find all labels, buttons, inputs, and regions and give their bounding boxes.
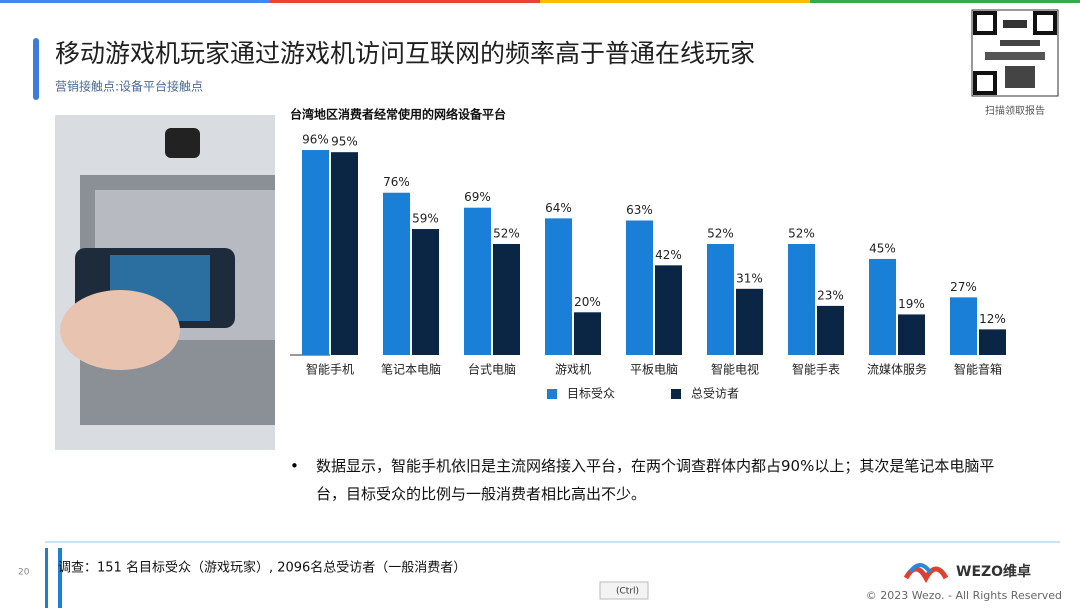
value-label: 52% <box>788 226 815 240</box>
bar <box>950 297 977 355</box>
value-label: 69% <box>464 190 491 204</box>
top-bar-red <box>270 0 540 3</box>
bar <box>464 207 491 355</box>
x-tick-label: 智能音箱 <box>954 362 1002 377</box>
bar <box>817 305 844 355</box>
value-label: 96% <box>302 133 329 147</box>
bar <box>707 243 734 355</box>
qr-caption: 扫描领取报告 <box>985 104 1045 117</box>
bar <box>412 229 439 355</box>
value-label: 42% <box>655 248 682 262</box>
value-label: 95% <box>331 135 358 149</box>
value-label: 20% <box>574 295 601 309</box>
value-label: 52% <box>493 226 520 240</box>
value-label: 76% <box>383 175 410 189</box>
bar <box>979 329 1006 355</box>
bar <box>736 288 763 355</box>
x-tick-label: 平板电脑 <box>630 363 678 377</box>
x-tick-label: 智能手机 <box>306 362 354 377</box>
paste-button[interactable] <box>599 581 649 600</box>
footnote: 调查：151 名目标受众（游戏玩家）, 2096名总受访者（一般消费者） <box>58 560 466 576</box>
paste-label[interactable]: (Ctrl) <box>616 587 639 597</box>
chart-title: 台湾地区消费者经常使用的网络设备平台 <box>290 107 506 122</box>
bar <box>626 220 653 355</box>
x-tick-label: 智能电视 <box>711 362 759 377</box>
value-label: 52% <box>707 226 734 240</box>
top-bar-yellow <box>540 0 810 3</box>
bar <box>655 265 682 355</box>
footer-bar <box>45 548 48 608</box>
value-label: 59% <box>412 212 439 226</box>
legend-label: 总受访者 <box>691 387 739 401</box>
legend-swatch <box>671 389 681 399</box>
value-label: 63% <box>626 203 653 217</box>
value-label: 19% <box>898 297 925 311</box>
value-label: 64% <box>545 201 572 215</box>
subtitle: 营销接触点:设备平台接触点 <box>55 79 203 94</box>
bar <box>574 312 601 355</box>
value-label: 23% <box>817 288 844 302</box>
logo-mark <box>903 563 949 584</box>
x-tick-label: 流媒体服务 <box>867 362 927 377</box>
x-tick-label: 智能手表 <box>792 362 840 377</box>
bar <box>493 243 520 355</box>
legend-label: 目标受众 <box>567 387 615 401</box>
title: 移动游戏机玩家通过游戏机访问互联网的频率高于普通在线玩家 <box>55 39 755 68</box>
value-label: 45% <box>869 241 896 255</box>
value-label: 27% <box>950 280 977 294</box>
bar <box>383 192 410 355</box>
logo-text: WEZO维卓 <box>956 563 1031 580</box>
bar <box>331 152 358 355</box>
bar <box>869 258 896 355</box>
title-accent <box>33 38 39 100</box>
bullet-dot: • <box>290 457 299 475</box>
top-bar-green <box>810 0 1080 3</box>
x-tick-label: 笔记本电脑 <box>381 362 441 377</box>
top-bar-blue <box>0 0 270 3</box>
bullet-text: 数据显示，智能手机依旧是主流网络接入平台，在两个调查群体内都占90%以上；其次是… <box>316 457 995 503</box>
page-number: 20 <box>18 568 30 578</box>
qr-code <box>971 9 1059 97</box>
copyright: © 2023 Wezo. - All Rights Reserved <box>866 589 1062 602</box>
legend-swatch <box>547 389 557 399</box>
x-tick-label: 游戏机 <box>555 363 591 377</box>
bar <box>898 314 925 355</box>
bar <box>302 150 329 355</box>
value-label: 31% <box>736 271 763 285</box>
x-tick-label: 台式电脑 <box>468 362 516 377</box>
footer-accent <box>58 548 62 608</box>
bar <box>545 218 572 355</box>
value-label: 12% <box>979 312 1006 326</box>
bar <box>788 243 815 355</box>
photo <box>55 115 275 450</box>
